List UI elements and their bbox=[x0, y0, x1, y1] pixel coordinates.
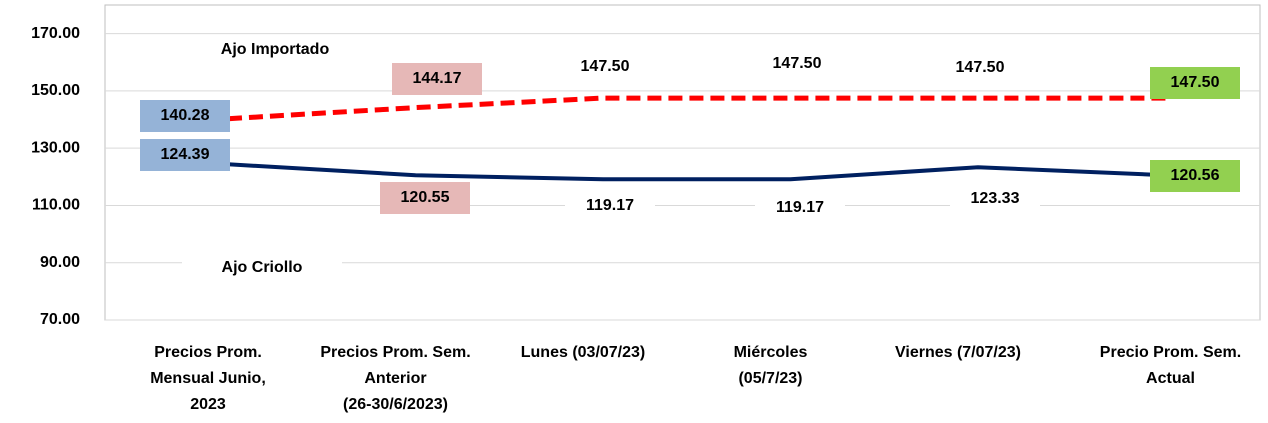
label-box bbox=[565, 190, 655, 222]
y-tick-label: 130.00 bbox=[31, 139, 80, 156]
data-label: 147.50 bbox=[773, 55, 822, 72]
series-name: Ajo Importado bbox=[221, 41, 330, 58]
label-box bbox=[950, 183, 1040, 215]
name-box bbox=[195, 36, 355, 64]
label-box bbox=[752, 48, 842, 80]
y-tick-label: 150.00 bbox=[31, 82, 80, 99]
data-label: 123.33 bbox=[971, 190, 1020, 207]
x-tick-label: Precios Prom. Sem. Anterior (26-30/6/202… bbox=[320, 344, 471, 413]
data-label: 147.50 bbox=[956, 59, 1005, 76]
data-label: 147.50 bbox=[581, 58, 630, 75]
label-box bbox=[392, 63, 482, 95]
data-label: 124.39 bbox=[161, 146, 210, 163]
y-tick-label: 90.00 bbox=[40, 254, 80, 271]
label-box bbox=[935, 52, 1025, 84]
name-box bbox=[182, 254, 342, 282]
label-box bbox=[380, 182, 470, 214]
label-box bbox=[755, 192, 845, 224]
x-tick-label: Precios Prom. Mensual Junio, 2023 bbox=[150, 344, 266, 413]
label-box bbox=[1150, 160, 1240, 192]
series-line bbox=[227, 162, 1166, 182]
data-label: 140.28 bbox=[161, 107, 210, 124]
label-box bbox=[1150, 67, 1240, 99]
series-name: Ajo Criollo bbox=[222, 259, 303, 276]
x-tick-label: Viernes (7/07/23) bbox=[894, 344, 1021, 361]
data-label: 147.50 bbox=[1171, 74, 1220, 91]
data-label: 120.56 bbox=[1171, 167, 1220, 184]
series-line bbox=[227, 95, 1166, 122]
y-tick-label: 110.00 bbox=[32, 197, 80, 214]
x-tick-label: Precio Prom. Sem. Actual bbox=[1099, 344, 1242, 387]
label-box bbox=[140, 139, 230, 171]
y-tick-label: 170.00 bbox=[31, 25, 80, 42]
data-label: 119.17 bbox=[776, 199, 824, 216]
data-label: 119.17 bbox=[586, 197, 634, 214]
y-tick-label: 70.00 bbox=[40, 311, 80, 328]
label-box bbox=[140, 100, 230, 132]
x-tick-label: Lunes (03/07/23) bbox=[520, 344, 646, 361]
data-label: 120.55 bbox=[401, 189, 450, 206]
label-box bbox=[560, 51, 650, 83]
data-label: 144.17 bbox=[413, 70, 462, 87]
x-tick-label: Miércoles (05/7/23) bbox=[733, 344, 808, 387]
